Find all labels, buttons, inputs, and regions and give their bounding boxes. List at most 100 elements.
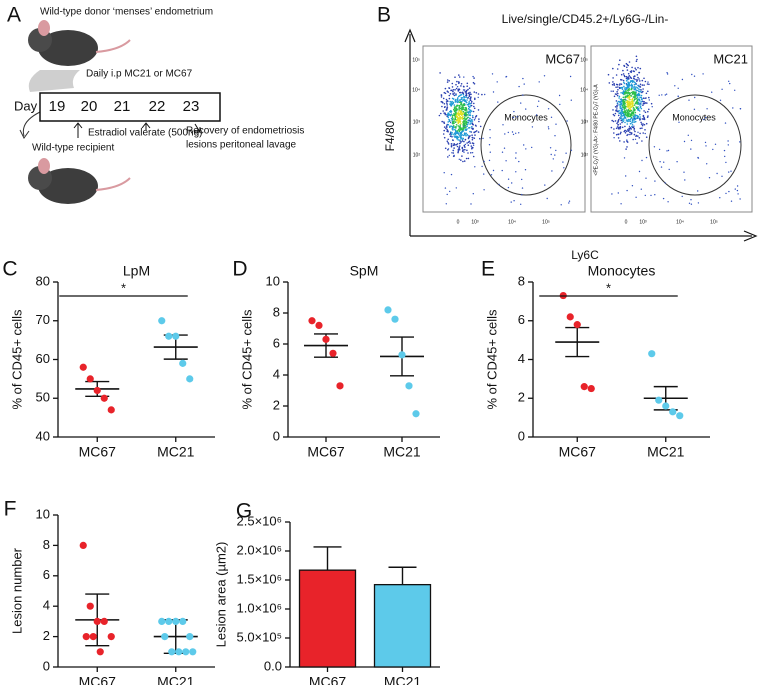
y-tick-label: 5.0×10⁵ <box>236 629 282 644</box>
flow-event <box>449 93 452 95</box>
flow-event <box>469 109 472 111</box>
flow-event <box>555 149 557 152</box>
flow-event <box>633 86 636 88</box>
flow-event <box>639 116 641 118</box>
flow-event <box>456 145 459 148</box>
flow-event <box>625 77 628 80</box>
data-point <box>86 375 94 383</box>
flow-event <box>623 90 626 93</box>
flow-event <box>456 80 458 83</box>
flow-event <box>443 121 445 123</box>
flow-event <box>614 106 617 108</box>
flow-event <box>642 115 645 118</box>
flow-event <box>631 66 633 69</box>
flow-event <box>447 113 450 116</box>
flow-event <box>455 93 457 95</box>
flow-event <box>629 92 631 95</box>
flow-event <box>455 108 457 111</box>
flow-event <box>461 127 463 129</box>
flow-event <box>543 75 546 77</box>
flow-event <box>440 96 443 98</box>
flow-event <box>630 113 633 116</box>
y-tick-label: 2 <box>273 397 280 412</box>
flow-event <box>460 98 463 101</box>
flow-event <box>453 104 456 106</box>
flow-event <box>615 86 617 88</box>
flow-event <box>451 118 454 121</box>
flow-event <box>471 147 473 150</box>
flow-event <box>464 118 467 121</box>
y-tick-label: 2.5×10⁶ <box>237 513 282 528</box>
flow-event <box>639 91 641 93</box>
flow-event <box>469 120 472 123</box>
flow-event <box>457 151 459 154</box>
y-tick-label: 6 <box>518 312 525 327</box>
flow-event <box>457 132 459 135</box>
flow-event <box>626 69 629 71</box>
flow-event <box>636 79 639 81</box>
flow-event <box>451 82 454 85</box>
flow-event <box>629 122 632 125</box>
flow-event <box>616 105 618 107</box>
flow-event <box>676 161 678 163</box>
flow-event <box>668 168 670 171</box>
flow-event <box>456 105 459 107</box>
flow-event <box>489 151 491 153</box>
flow-event <box>449 126 451 129</box>
flow-event <box>634 130 636 133</box>
flow-event <box>653 146 656 148</box>
flow-event <box>622 101 624 104</box>
plot-title: MC67 <box>545 51 580 66</box>
flow-event <box>650 102 653 105</box>
flow-event <box>638 78 640 80</box>
day-number: 22 <box>149 98 166 115</box>
flow-event <box>459 101 462 104</box>
day-number: 23 <box>183 98 200 115</box>
flow-event <box>458 149 461 151</box>
flow-event <box>462 89 465 91</box>
flow-event <box>448 97 451 100</box>
flow-event <box>469 102 472 105</box>
flow-event <box>438 114 441 117</box>
flow-event <box>631 122 633 124</box>
flow-event <box>474 130 477 133</box>
flow-event <box>628 75 631 77</box>
flow-event <box>536 105 539 108</box>
flow-event <box>443 112 446 114</box>
flow-event <box>639 86 642 88</box>
flow-event <box>618 95 621 98</box>
flow-event <box>498 183 500 186</box>
flow-event <box>450 145 453 148</box>
flow-event <box>719 197 721 199</box>
flow-event <box>511 131 514 133</box>
flow-event <box>638 90 640 93</box>
flow-event <box>454 121 457 123</box>
flow-event <box>641 84 644 86</box>
flow-event <box>453 126 455 128</box>
flow-event <box>472 75 474 78</box>
flow-event <box>473 105 475 108</box>
flow-event <box>462 85 465 88</box>
flow-event <box>465 134 467 137</box>
data-point <box>669 408 677 416</box>
flow-event <box>463 125 466 127</box>
flow-event <box>447 141 449 144</box>
flow-event <box>634 120 637 123</box>
arrow <box>19 129 30 139</box>
flow-event <box>458 158 460 160</box>
data-point <box>412 410 420 418</box>
flow-event <box>627 111 629 114</box>
flow-event <box>644 194 646 197</box>
flow-event <box>467 114 469 116</box>
flow-event <box>458 76 461 78</box>
flow-event <box>727 140 729 142</box>
flow-event <box>632 102 634 105</box>
flow-event <box>629 102 632 105</box>
data-point <box>182 648 190 656</box>
flow-event <box>483 189 485 191</box>
flow-event <box>630 94 632 97</box>
flow-event <box>632 112 635 115</box>
flow-event <box>460 159 462 161</box>
flow-event <box>463 160 466 162</box>
flow-event <box>449 131 452 133</box>
